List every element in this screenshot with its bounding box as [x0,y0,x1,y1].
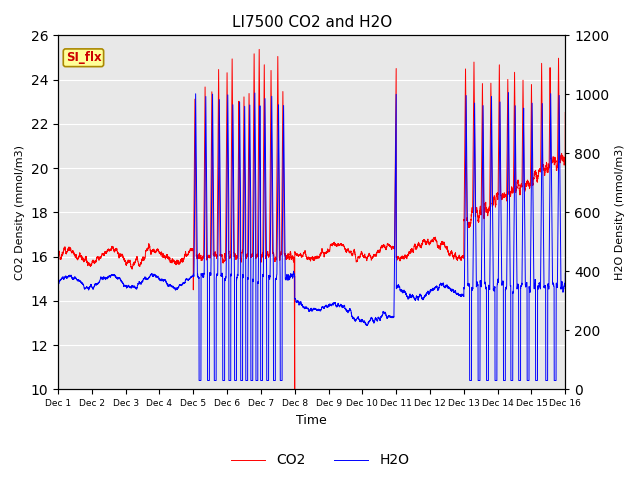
Line: CO2: CO2 [58,49,565,389]
H2O [439,280,447,286]
CO2 [227,253,234,259]
H2O [540,284,548,290]
CO2 [534,175,541,181]
Text: SI_flx: SI_flx [66,51,101,64]
CO2 [294,253,302,259]
Legend: CO2, H2O: CO2, H2O [225,448,415,473]
CO2 [440,240,447,246]
H2O [195,378,203,384]
Y-axis label: CO2 Density (mmol/m3): CO2 Density (mmol/m3) [15,145,25,280]
Y-axis label: H2O Density (mmol/m3): H2O Density (mmol/m3) [615,144,625,280]
CO2 [255,47,263,52]
H2O [425,291,433,297]
CO2 [540,166,548,171]
Line: H2O: H2O [58,93,565,381]
H2O [54,281,62,287]
CO2 [291,386,298,392]
CO2 [561,109,569,115]
H2O [534,283,541,288]
H2O [227,378,234,384]
H2O [561,270,569,276]
H2O [294,299,302,304]
CO2 [54,251,62,257]
Title: LI7500 CO2 and H2O: LI7500 CO2 and H2O [232,15,392,30]
CO2 [425,241,433,247]
H2O [504,90,512,96]
X-axis label: Time: Time [296,414,327,427]
